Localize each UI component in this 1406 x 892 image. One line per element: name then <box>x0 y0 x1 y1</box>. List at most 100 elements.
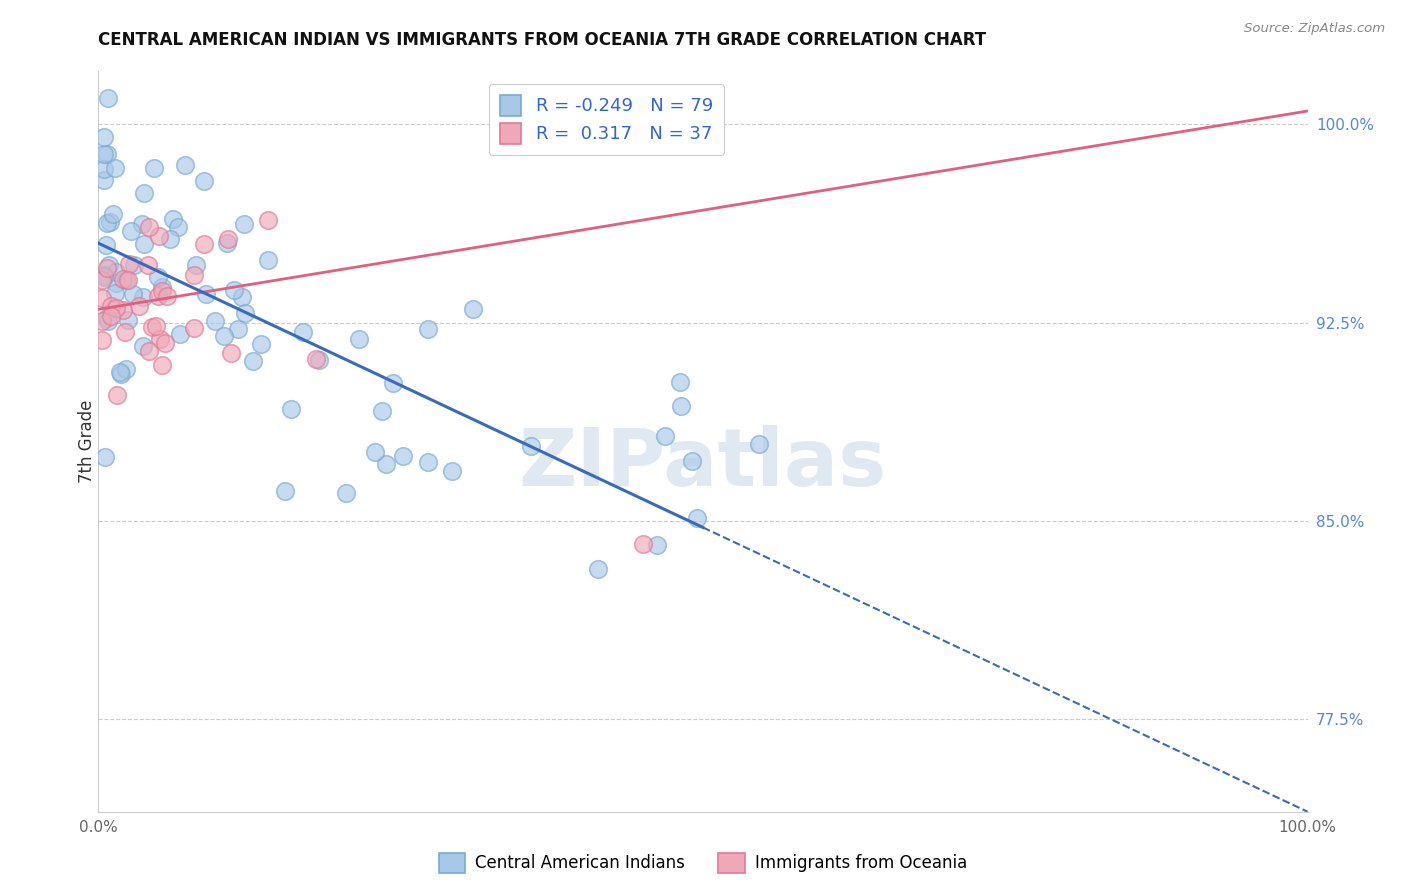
Point <box>98 258 121 272</box>
Y-axis label: 7th Grade: 7th Grade <box>79 400 96 483</box>
Point <box>131 217 153 231</box>
Point <box>155 336 177 351</box>
Point <box>292 325 315 339</box>
Point <box>115 272 138 286</box>
Point <box>149 332 172 346</box>
Point <box>93 161 115 176</box>
Point <box>364 445 387 459</box>
Point <box>146 270 169 285</box>
Point <box>250 337 273 351</box>
Point <box>150 280 173 294</box>
Point <box>148 288 170 302</box>
Point <box>669 399 692 413</box>
Point <box>134 186 156 200</box>
Point <box>93 268 115 283</box>
Point <box>150 284 173 298</box>
Point <box>461 301 484 316</box>
Point <box>117 312 139 326</box>
Point <box>91 292 114 306</box>
Point <box>195 286 218 301</box>
Point <box>114 325 136 339</box>
Text: Source: ZipAtlas.com: Source: ZipAtlas.com <box>1244 22 1385 36</box>
Point <box>96 311 118 326</box>
Point <box>256 213 278 227</box>
Point <box>416 321 439 335</box>
Point <box>114 361 136 376</box>
Point <box>100 299 122 313</box>
Point <box>217 232 239 246</box>
Point <box>91 314 114 328</box>
Point <box>93 450 115 464</box>
Point <box>112 272 135 286</box>
Point <box>122 286 145 301</box>
Point <box>96 215 118 229</box>
Point <box>97 314 120 328</box>
Point <box>257 252 280 267</box>
Point <box>224 283 246 297</box>
Point <box>143 161 166 176</box>
Point <box>117 273 139 287</box>
Point <box>118 257 141 271</box>
Legend: Central American Indians, Immigrants from Oceania: Central American Indians, Immigrants fro… <box>432 847 974 880</box>
Point <box>128 299 150 313</box>
Text: CENTRAL AMERICAN INDIAN VS IMMIGRANTS FROM OCEANIA 7TH GRADE CORRELATION CHART: CENTRAL AMERICAN INDIAN VS IMMIGRANTS FR… <box>98 31 987 49</box>
Point <box>193 237 215 252</box>
Point <box>183 321 205 335</box>
Point <box>233 218 256 232</box>
Point <box>104 265 127 279</box>
Point <box>138 343 160 358</box>
Point <box>231 290 253 304</box>
Point <box>219 345 242 359</box>
Point <box>371 404 394 418</box>
Point <box>96 146 118 161</box>
Point <box>94 238 117 252</box>
Point <box>375 457 398 471</box>
Point <box>669 375 692 389</box>
Point <box>104 276 127 290</box>
Point <box>273 484 295 499</box>
Point <box>91 333 114 347</box>
Point <box>173 158 195 172</box>
Point <box>159 232 181 246</box>
Point <box>104 161 127 176</box>
Point <box>111 303 134 318</box>
Point <box>748 437 770 451</box>
Point <box>519 439 541 453</box>
Point <box>586 562 609 576</box>
Point <box>416 455 439 469</box>
Point <box>685 511 707 525</box>
Point <box>145 318 167 333</box>
Point <box>91 273 114 287</box>
Point <box>215 235 238 250</box>
Point <box>110 367 132 381</box>
Point <box>110 365 132 379</box>
Point <box>226 322 249 336</box>
Point <box>104 286 127 301</box>
Point <box>654 429 676 443</box>
Point <box>204 314 226 328</box>
Point <box>162 212 184 227</box>
Point <box>681 454 703 468</box>
Point <box>132 237 155 252</box>
Point <box>305 351 328 366</box>
Point <box>124 258 146 272</box>
Point <box>148 229 170 244</box>
Point <box>98 215 121 229</box>
Point <box>391 449 413 463</box>
Point <box>150 358 173 372</box>
Point <box>104 301 127 316</box>
Point <box>242 354 264 368</box>
Point <box>93 270 115 285</box>
Point <box>183 268 205 282</box>
Text: ZIPatlas: ZIPatlas <box>519 425 887 503</box>
Point <box>93 173 115 187</box>
Point <box>510 101 533 115</box>
Point <box>121 224 143 238</box>
Point <box>93 147 115 161</box>
Point <box>440 464 463 478</box>
Point <box>547 131 569 145</box>
Point <box>233 306 256 320</box>
Point <box>100 309 122 323</box>
Point <box>335 485 357 500</box>
Point <box>280 401 302 416</box>
